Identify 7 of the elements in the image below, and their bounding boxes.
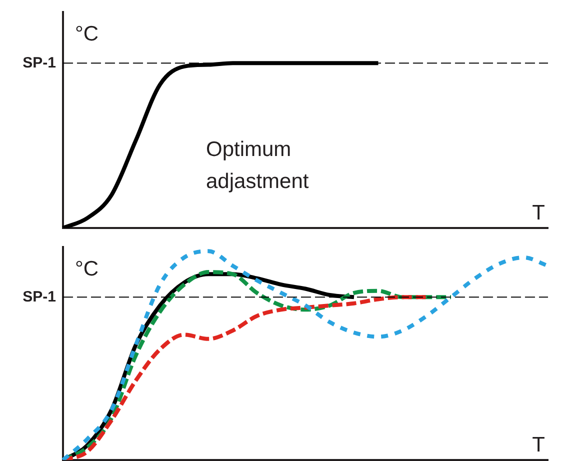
y-axis-title: °C (75, 22, 99, 46)
ref-line-label: SP-1 (22, 54, 56, 72)
x-axis-title: T (532, 433, 546, 456)
annotation: Optimum adjastment (206, 138, 309, 193)
ref-line-label: SP-1 (22, 288, 56, 306)
x-axis-title: T (532, 201, 546, 224)
y-axis-title: °C (75, 257, 99, 280)
